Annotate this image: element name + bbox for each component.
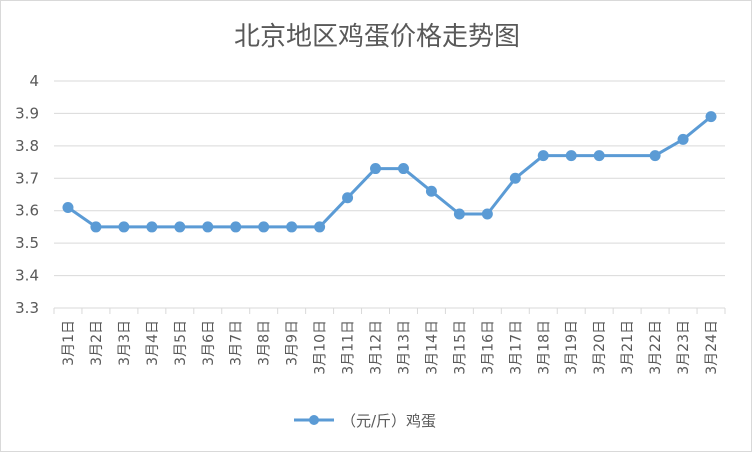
data-point (537, 150, 549, 162)
x-tick-label: 3月21日 (620, 320, 636, 375)
x-tick-label: 3月7日 (229, 320, 245, 366)
x-axis: 3月1日 3月2日 3月3日 3月4日 3月5日 3月6日 3月7日 3月8日 3月9日 3月10… (53, 307, 726, 375)
y-tick-label: 4 (29, 72, 39, 90)
x-tick-label: 3月20日 (592, 320, 608, 375)
data-point (565, 150, 577, 162)
x-tick-label: 3月22日 (648, 320, 664, 375)
x-tick-label: 3月24日 (704, 320, 720, 375)
data-point (202, 221, 214, 233)
x-tick-label: 3月5日 (173, 320, 189, 366)
x-tick-label: 3月12日 (369, 320, 385, 375)
legend-marker-swatch (309, 415, 319, 425)
y-tick-label: 3.8 (15, 137, 39, 155)
x-tick-label: 3月6日 (201, 320, 217, 366)
x-tick-label: 3月18日 (536, 320, 552, 375)
y-tick-label: 3.9 (15, 104, 39, 122)
data-point (230, 221, 242, 233)
y-tick-label: 3.6 (15, 202, 39, 220)
data-point (397, 163, 409, 175)
x-tick-label: 3月8日 (257, 320, 273, 366)
data-point (649, 150, 661, 162)
x-tick-label: 3月3日 (117, 320, 133, 366)
x-tick-label: 3月14日 (424, 320, 440, 375)
x-tick-label: 3月11日 (341, 320, 357, 375)
gridlines (54, 80, 725, 277)
data-point (174, 221, 186, 233)
data-point (258, 221, 270, 233)
y-tick-label: 3.5 (15, 234, 39, 252)
data-point (286, 221, 298, 233)
data-point (90, 221, 102, 233)
x-tick-label: 3月17日 (508, 320, 524, 375)
x-tick-label: 3月9日 (285, 320, 301, 366)
data-point (593, 150, 605, 162)
data-point (118, 221, 130, 233)
y-axis-ticks: 3.3 3.4 3.5 3.6 3.7 3.8 3.9 4 (15, 72, 39, 317)
x-tick-label: 3月15日 (452, 320, 468, 375)
data-point (370, 163, 382, 175)
data-point (481, 208, 493, 220)
legend: （元/斤）鸡蛋 (294, 412, 436, 430)
legend-label: （元/斤）鸡蛋 (341, 412, 436, 430)
x-tick-label: 3月19日 (564, 320, 580, 375)
data-point (509, 172, 521, 184)
x-tick-label: 3月13日 (396, 320, 412, 375)
data-point (62, 201, 74, 213)
y-tick-label: 3.4 (15, 267, 39, 285)
y-tick-label: 3.7 (15, 169, 39, 187)
x-tick-label: 3月16日 (480, 320, 496, 375)
data-point (314, 221, 326, 233)
series-line (62, 111, 717, 233)
x-tick-label: 3月1日 (61, 320, 77, 366)
x-tick-label: 3月2日 (89, 320, 105, 366)
chart-title: 北京地区鸡蛋价格走势图 (234, 22, 520, 52)
data-point (425, 185, 437, 197)
x-tick-label: 3月10日 (313, 320, 329, 375)
data-point (146, 221, 158, 233)
x-tick-label: 3月4日 (145, 320, 161, 366)
data-point (453, 208, 465, 220)
data-point (677, 133, 689, 145)
data-point (705, 111, 717, 123)
y-tick-label: 3.3 (15, 299, 39, 317)
data-point (342, 192, 354, 204)
x-tick-label: 3月23日 (676, 320, 692, 375)
